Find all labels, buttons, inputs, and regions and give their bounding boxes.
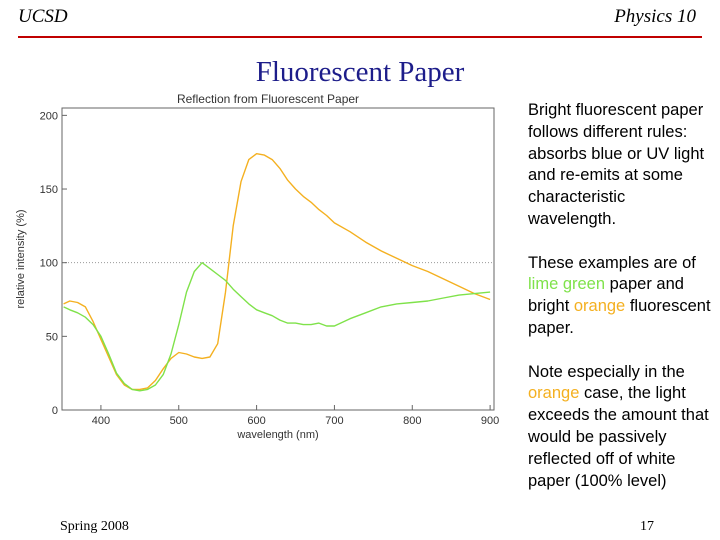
x-axis-label: wavelength (nm) (236, 429, 318, 441)
p3-text-b: case, the light exceeds the amount that … (528, 384, 709, 490)
footer-left-text: Spring 2008 (60, 519, 129, 534)
y-tick-label: 0 (52, 405, 58, 417)
slide-title: Fluorescent Paper (255, 56, 465, 88)
y-tick-label: 200 (40, 110, 58, 122)
header-rule (18, 36, 702, 38)
plot-frame (61, 107, 495, 411)
header-right-text: Physics 10 (614, 6, 696, 27)
p2-orange-text: orange (573, 297, 626, 316)
paragraph-1: Bright fluorescent paper follows differe… (528, 101, 705, 228)
y-tick-label: 100 (40, 258, 58, 270)
x-tick-label: 800 (403, 415, 421, 427)
series-line-orange (63, 152, 491, 391)
header-left-text: UCSD (18, 6, 68, 27)
paragraph-3: Note especially in the orange case, the … (528, 362, 714, 493)
chart-title: Reflection from Fluorescent Paper (177, 92, 359, 106)
paragraph-2: These examples are of lime green paper a… (528, 253, 714, 340)
x-tick-label: 400 (92, 415, 110, 427)
page-number: 17 (640, 519, 654, 534)
x-tick-label: 500 (170, 415, 188, 427)
p2-lime-text: lime green (528, 275, 606, 294)
x-tick-label: 600 (247, 415, 265, 427)
chart-figure: Reflection from Fluorescent Paper 400 500 6… (0, 88, 504, 450)
y-tick-label: 150 (40, 184, 58, 196)
p2-text-b: paper and bright (528, 275, 684, 316)
slide-body-text: Bright fluorescent paper follows differe… (528, 100, 714, 514)
p3-text-a: Note especially in the (528, 362, 685, 381)
p2-text-a: These examples are of (528, 253, 696, 272)
p2-text-c: fluorescent paper. (528, 297, 711, 337)
x-tick-label: 900 (481, 415, 499, 427)
x-tick-label: 700 (325, 415, 343, 427)
series-line-lime (63, 261, 491, 392)
p3-orange-text: orange (528, 384, 580, 403)
y-axis-label: relative intensity (%) (15, 209, 27, 308)
y-tick-label: 50 (46, 331, 58, 343)
